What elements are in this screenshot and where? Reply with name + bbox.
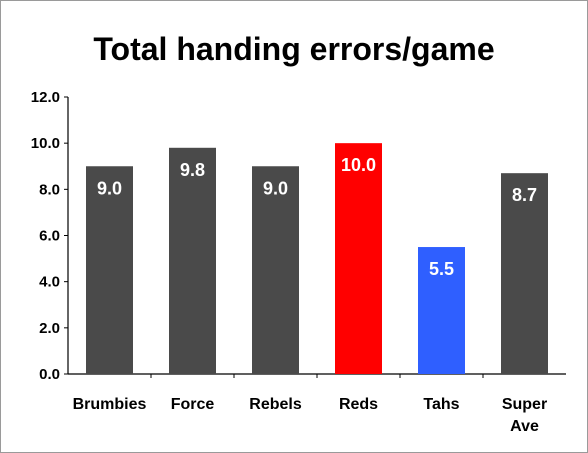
data-label: 9.8 bbox=[180, 160, 205, 180]
axes: 0.0 2.0 4.0 6.0 8.0 10.0 12.0 Brumbies Force Rebe… bbox=[31, 89, 566, 435]
bar bbox=[252, 166, 299, 374]
x-tick-label: Reds bbox=[339, 396, 378, 413]
x-tick-label: Tahs bbox=[423, 396, 459, 413]
y-tick-label: 6.0 bbox=[39, 228, 60, 245]
bar bbox=[169, 147, 216, 374]
x-tick-label: Rebels bbox=[249, 396, 302, 413]
data-labels: 9.0 9.8 9.0 10.0 5.5 8.7 bbox=[97, 155, 537, 279]
y-tick-label: 12.0 bbox=[31, 89, 60, 106]
data-label: 8.7 bbox=[512, 185, 537, 205]
y-tick-label: 8.0 bbox=[39, 181, 60, 198]
x-tick-label: Super bbox=[502, 396, 547, 413]
x-tick-label: Brumbies bbox=[73, 396, 147, 413]
y-tick-label: 4.0 bbox=[39, 274, 60, 291]
x-tick-label: Ave bbox=[510, 418, 539, 435]
bars bbox=[86, 143, 548, 374]
y-tick-label: 0.0 bbox=[39, 366, 60, 383]
chart-title: Total handing errors/game bbox=[93, 31, 494, 67]
data-label: 9.0 bbox=[263, 178, 288, 198]
data-label: 10.0 bbox=[341, 155, 376, 175]
x-tick-label: Force bbox=[171, 396, 215, 413]
bar bbox=[418, 247, 465, 374]
bar bbox=[335, 143, 382, 374]
data-label: 9.0 bbox=[97, 178, 122, 198]
data-label: 5.5 bbox=[429, 259, 454, 279]
y-tick-label: 10.0 bbox=[31, 135, 60, 152]
bar bbox=[501, 173, 548, 374]
y-tick-label: 2.0 bbox=[39, 320, 60, 337]
bar bbox=[86, 166, 133, 374]
